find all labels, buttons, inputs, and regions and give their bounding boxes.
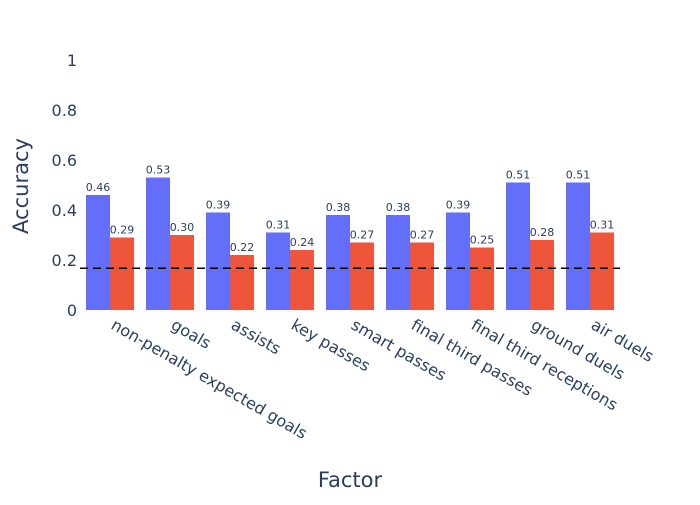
- data-labels-layer: 0.46 0.53 0.39 0.31 0.38 0.38 0.39 0.51 0.51 0.29…: [86, 164, 615, 255]
- bar-data-label: 0.24: [290, 236, 315, 249]
- bar-data-label: 0.30: [170, 221, 195, 234]
- x-axis-title: Factor: [318, 468, 383, 492]
- bar-data-label: 0.39: [206, 199, 231, 212]
- bar-series-1: [146, 177, 170, 310]
- bar-series-2: [590, 232, 614, 310]
- bars-layer: [86, 177, 614, 310]
- y-tick-label: 0.8: [52, 101, 77, 120]
- bar-data-label: 0.31: [266, 219, 291, 232]
- bar-series-1: [326, 215, 350, 310]
- bar-series-1: [386, 215, 410, 310]
- bar-data-label: 0.29: [110, 224, 135, 237]
- y-axis-title: Accuracy: [9, 138, 33, 234]
- y-tick-label: 0.4: [52, 201, 77, 220]
- bar-data-label: 0.38: [386, 201, 411, 214]
- bar-series-2: [470, 247, 494, 310]
- bar-series-1: [266, 232, 290, 310]
- bar-data-label: 0.27: [350, 229, 375, 242]
- bar-series-2: [110, 237, 134, 310]
- bar-series-2: [290, 250, 314, 310]
- bar-series-2: [530, 240, 554, 310]
- bar-series-1: [566, 182, 590, 310]
- bar-series-2: [230, 255, 254, 310]
- bar-data-label: 0.51: [566, 169, 591, 182]
- bar-data-label: 0.31: [590, 219, 615, 232]
- y-tick-label: 1: [67, 51, 77, 70]
- bar-series-2: [350, 242, 374, 310]
- bar-series-1: [446, 212, 470, 310]
- bar-data-label: 0.22: [230, 241, 255, 254]
- bar-data-label: 0.39: [446, 199, 471, 212]
- bar-series-1: [506, 182, 530, 310]
- bar-series-2: [170, 235, 194, 310]
- bar-data-label: 0.53: [146, 164, 171, 177]
- bar-data-label: 0.28: [530, 226, 555, 239]
- bar-series-1: [206, 212, 230, 310]
- y-tick-label: 0.6: [52, 151, 77, 170]
- y-tick-label: 0.2: [52, 251, 77, 270]
- bar-data-label: 0.25: [470, 234, 495, 247]
- y-axis-ticks: 0 0.2 0.4 0.6 0.8 1: [52, 51, 77, 320]
- bar-data-label: 0.46: [86, 181, 111, 194]
- bar-data-label: 0.38: [326, 201, 351, 214]
- bar-data-label: 0.51: [506, 169, 531, 182]
- bar-series-2: [410, 242, 434, 310]
- bar-data-label: 0.27: [410, 229, 435, 242]
- bar-series-1: [86, 195, 110, 310]
- y-tick-label: 0: [67, 301, 77, 320]
